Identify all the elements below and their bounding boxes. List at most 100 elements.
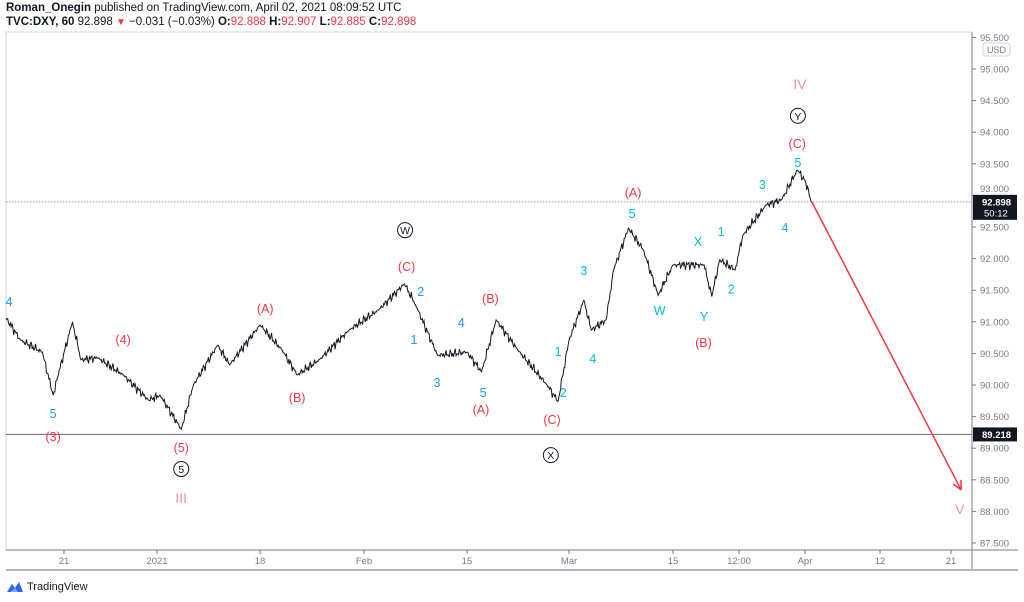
price-tick-label: 91.500 [980, 286, 1009, 297]
wave-circle [173, 461, 190, 478]
price-tick-label: 88.000 [980, 507, 1009, 518]
time-axis[interactable]: 21 2021 18 Feb 15 Mar 15 12:00 Apr 12 21 [59, 550, 957, 567]
wave-circle [542, 447, 559, 464]
wave-label: 5 [794, 156, 801, 170]
time-tick-label: 15 [462, 556, 473, 567]
wave-label: 4 [781, 221, 788, 235]
time-tick-label: Apr [798, 556, 813, 567]
price-tick-label: 94.500 [980, 96, 1009, 107]
level-price-tag-value: 89.218 [982, 430, 1011, 441]
low-label: L: [319, 16, 331, 28]
price-tick-label: 92.000 [980, 254, 1009, 265]
wave-label: 2 [560, 386, 567, 400]
currency-label: USD [987, 45, 1007, 55]
last-price: 92.898 [77, 16, 113, 28]
time-tick-label: 2021 [146, 556, 167, 567]
last-price-tag [973, 194, 1017, 220]
price-tick-label: 95.500 [980, 33, 1009, 44]
wave-label: W [654, 304, 666, 318]
wave-label-circled: Y [794, 111, 801, 123]
wave-label: (A) [473, 403, 490, 417]
price-tick-label: 87.500 [980, 539, 1009, 550]
price-tick-label: 91.000 [980, 317, 1009, 328]
wave-label: 3 [759, 178, 766, 192]
price-tick-label: 93.000 [980, 184, 1009, 195]
wave-label: 3 [580, 264, 587, 278]
wave-label: (C) [543, 413, 560, 427]
open-value: 92.888 [230, 16, 266, 28]
wave-label: 4 [6, 295, 13, 309]
author-name[interactable]: Roman_Onegin [6, 2, 91, 14]
wave-label: IV [793, 76, 807, 92]
triangle-down-icon: ▼ [115, 17, 126, 28]
price-change: −0.031 (−0.03%) [129, 16, 215, 28]
wave-label: 2 [417, 285, 424, 299]
wave-label: (B) [289, 391, 306, 405]
wave-label: (3) [45, 430, 60, 444]
arrow-head [952, 483, 962, 491]
time-tick-label: Mar [561, 556, 577, 567]
time-tick-label: 12:00 [727, 556, 751, 567]
open-label: O: [217, 16, 231, 28]
publish-info: Roman_Onegin published on TradingView.co… [6, 2, 401, 14]
time-tick-label: 18 [255, 556, 266, 567]
close-value: 92.898 [381, 16, 417, 28]
wave-circle [789, 107, 806, 124]
high-value: 92.907 [281, 16, 317, 28]
price-tick-label: 89.500 [980, 412, 1009, 423]
level-price-tag [973, 427, 1017, 442]
price-tick-label: 89.000 [980, 444, 1009, 455]
wave-label-circled: 5 [178, 464, 184, 476]
symbol-legend: TVC:DXY, 60 92.898 ▼ −0.031 (−0.03%) O:9… [6, 16, 416, 28]
price-tick-label: 95.000 [980, 65, 1009, 76]
price-tick-label: 88.500 [980, 475, 1009, 486]
price-tick-label: 93.500 [980, 159, 1009, 170]
wave-label: 4 [589, 352, 596, 366]
wave-label: III [175, 490, 187, 506]
projection-arrow [811, 201, 962, 491]
last-price-tag-value: 92.898 [982, 197, 1011, 208]
price-axis[interactable]: 95.500 95.000 94.500 94.000 93.500 93.000 92.5… [972, 33, 1009, 550]
high-label: H: [269, 16, 282, 28]
wave-label: 2 [728, 282, 735, 296]
time-tick-label: Feb [356, 556, 372, 567]
time-tick-label: 21 [946, 556, 957, 567]
wave-label: (4) [116, 333, 131, 347]
wave-label: (A) [257, 302, 274, 316]
close-label: C: [368, 16, 382, 28]
price-tick-label: 90.000 [980, 381, 1009, 392]
symbol[interactable]: TVC:DXY, 60 [6, 16, 75, 28]
time-tick-label: 21 [59, 556, 70, 567]
wave-label: X [694, 235, 703, 249]
wave-label: 4 [458, 316, 465, 330]
price-series-line [5, 169, 813, 431]
price-tick-label: 94.000 [980, 128, 1009, 139]
wave-label: (5) [174, 441, 189, 455]
wave-label: 1 [718, 225, 725, 239]
wave-label: 5 [629, 207, 636, 221]
time-tick-label: 12 [875, 556, 886, 567]
wave-label: V [955, 501, 965, 517]
wave-circle [397, 222, 414, 239]
wave-label: 5 [50, 407, 57, 421]
price-tick-label: 90.500 [980, 349, 1009, 360]
low-value: 92.885 [330, 16, 366, 28]
wave-label: 1 [410, 333, 417, 347]
wave-label: (C) [398, 260, 415, 274]
tradingview-logo[interactable]: TradingView [6, 581, 88, 593]
price-tick-label: 92.500 [980, 223, 1009, 234]
wave-label: (B) [695, 336, 712, 350]
publish-text: published on TradingView.com, April 02, … [94, 2, 402, 14]
wave-label: (C) [789, 137, 806, 151]
wave-label: (B) [482, 292, 499, 306]
tradingview-logo-icon [7, 582, 23, 592]
brand-name: TradingView [27, 581, 88, 593]
bar-countdown: 50:12 [984, 208, 1008, 219]
wave-label: Y [700, 310, 709, 324]
projection-line [811, 201, 962, 491]
wave-label: 3 [433, 376, 440, 390]
wave-annotations: 4(4)5(3)(A)(B)(5)5IIIW(C)21435(B)(A)(C)X… [6, 76, 966, 517]
currency-badge [982, 42, 1011, 57]
wave-label: 5 [480, 386, 487, 400]
